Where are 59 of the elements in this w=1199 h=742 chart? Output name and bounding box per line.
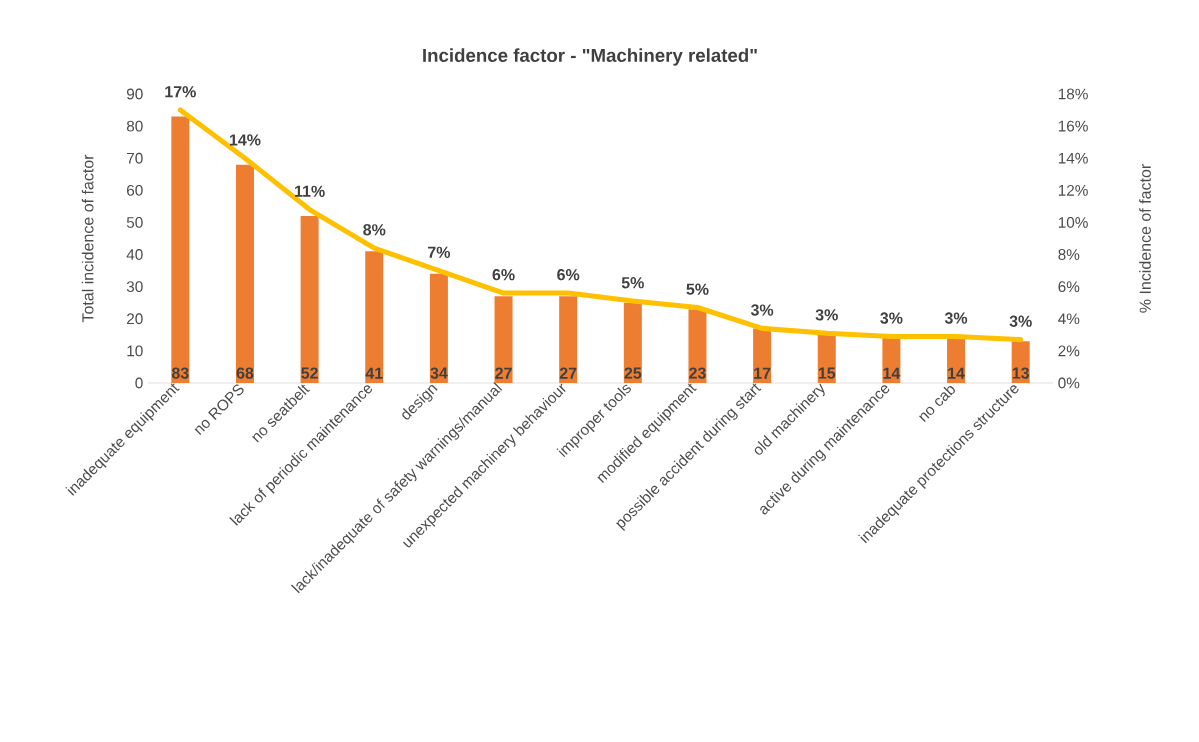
bar	[171, 116, 190, 383]
data-label: 27	[559, 367, 577, 379]
data-label: 15	[818, 367, 836, 379]
data-label: 27	[495, 367, 512, 379]
bar	[494, 296, 513, 383]
data-label: 7%	[428, 246, 451, 258]
data-label: 14%	[229, 134, 261, 146]
y-tick-label: 70	[127, 152, 143, 164]
bar	[559, 296, 578, 383]
data-label: 3%	[815, 309, 838, 321]
chart-title: Incidence factor - "Machinery related"	[423, 48, 757, 66]
y-axis-title: Total incidence of factor	[81, 154, 94, 323]
data-label: 5%	[621, 277, 644, 289]
data-label: 3%	[1009, 315, 1032, 327]
bar	[623, 302, 642, 383]
data-label: 8%	[363, 224, 386, 236]
data-label: 83	[171, 367, 189, 379]
y2-tick-label: 10%	[1058, 217, 1088, 228]
bar	[688, 309, 707, 383]
y-tick-label: 60	[127, 184, 143, 196]
y-tick-label: 40	[126, 249, 143, 260]
bar	[235, 164, 254, 383]
data-label: 17	[754, 367, 771, 379]
data-label: 3%	[944, 312, 968, 324]
y-tick-label: 30	[126, 281, 143, 293]
y-tick-label: 50	[126, 217, 143, 228]
bar	[300, 216, 319, 383]
y2-tick-label: 4%	[1058, 313, 1080, 325]
data-label: 14	[948, 367, 965, 379]
data-label: 11%	[295, 185, 325, 197]
x-tick-label: no cab	[919, 386, 955, 422]
y2-tick-label: 14%	[1058, 152, 1088, 164]
y2-axis-title: % Incidence of factor	[1139, 164, 1151, 313]
data-label: 6%	[557, 269, 580, 281]
y2-tick-label: 2%	[1058, 345, 1080, 357]
y2-tick-label: 0%	[1058, 377, 1080, 389]
y-tick-label: 20	[127, 313, 143, 325]
data-label: 3%	[750, 304, 774, 316]
y-tick-label: 80	[126, 120, 143, 132]
data-label: 23	[689, 367, 706, 379]
y-tick-label: 90	[126, 88, 143, 100]
y2-tick-label: 6%	[1058, 281, 1080, 293]
data-label: 68	[236, 367, 254, 379]
bar	[429, 273, 448, 383]
data-label: 52	[301, 367, 318, 379]
data-label: 34	[430, 367, 448, 379]
data-label: 3%	[880, 312, 903, 324]
data-label: 25	[624, 367, 642, 379]
y-tick-label: 10	[127, 345, 143, 357]
data-label: 17%	[165, 86, 196, 98]
bar	[365, 251, 384, 383]
data-label: 13	[1012, 367, 1029, 379]
y2-tick-label: 8%	[1058, 249, 1080, 260]
y2-tick-label: 16%	[1058, 120, 1088, 132]
data-label: 5%	[686, 283, 709, 295]
y2-tick-label: 18%	[1058, 88, 1088, 100]
data-label: 41	[365, 367, 383, 379]
y2-tick-label: 12%	[1058, 184, 1088, 196]
data-label: 6%	[492, 269, 515, 281]
